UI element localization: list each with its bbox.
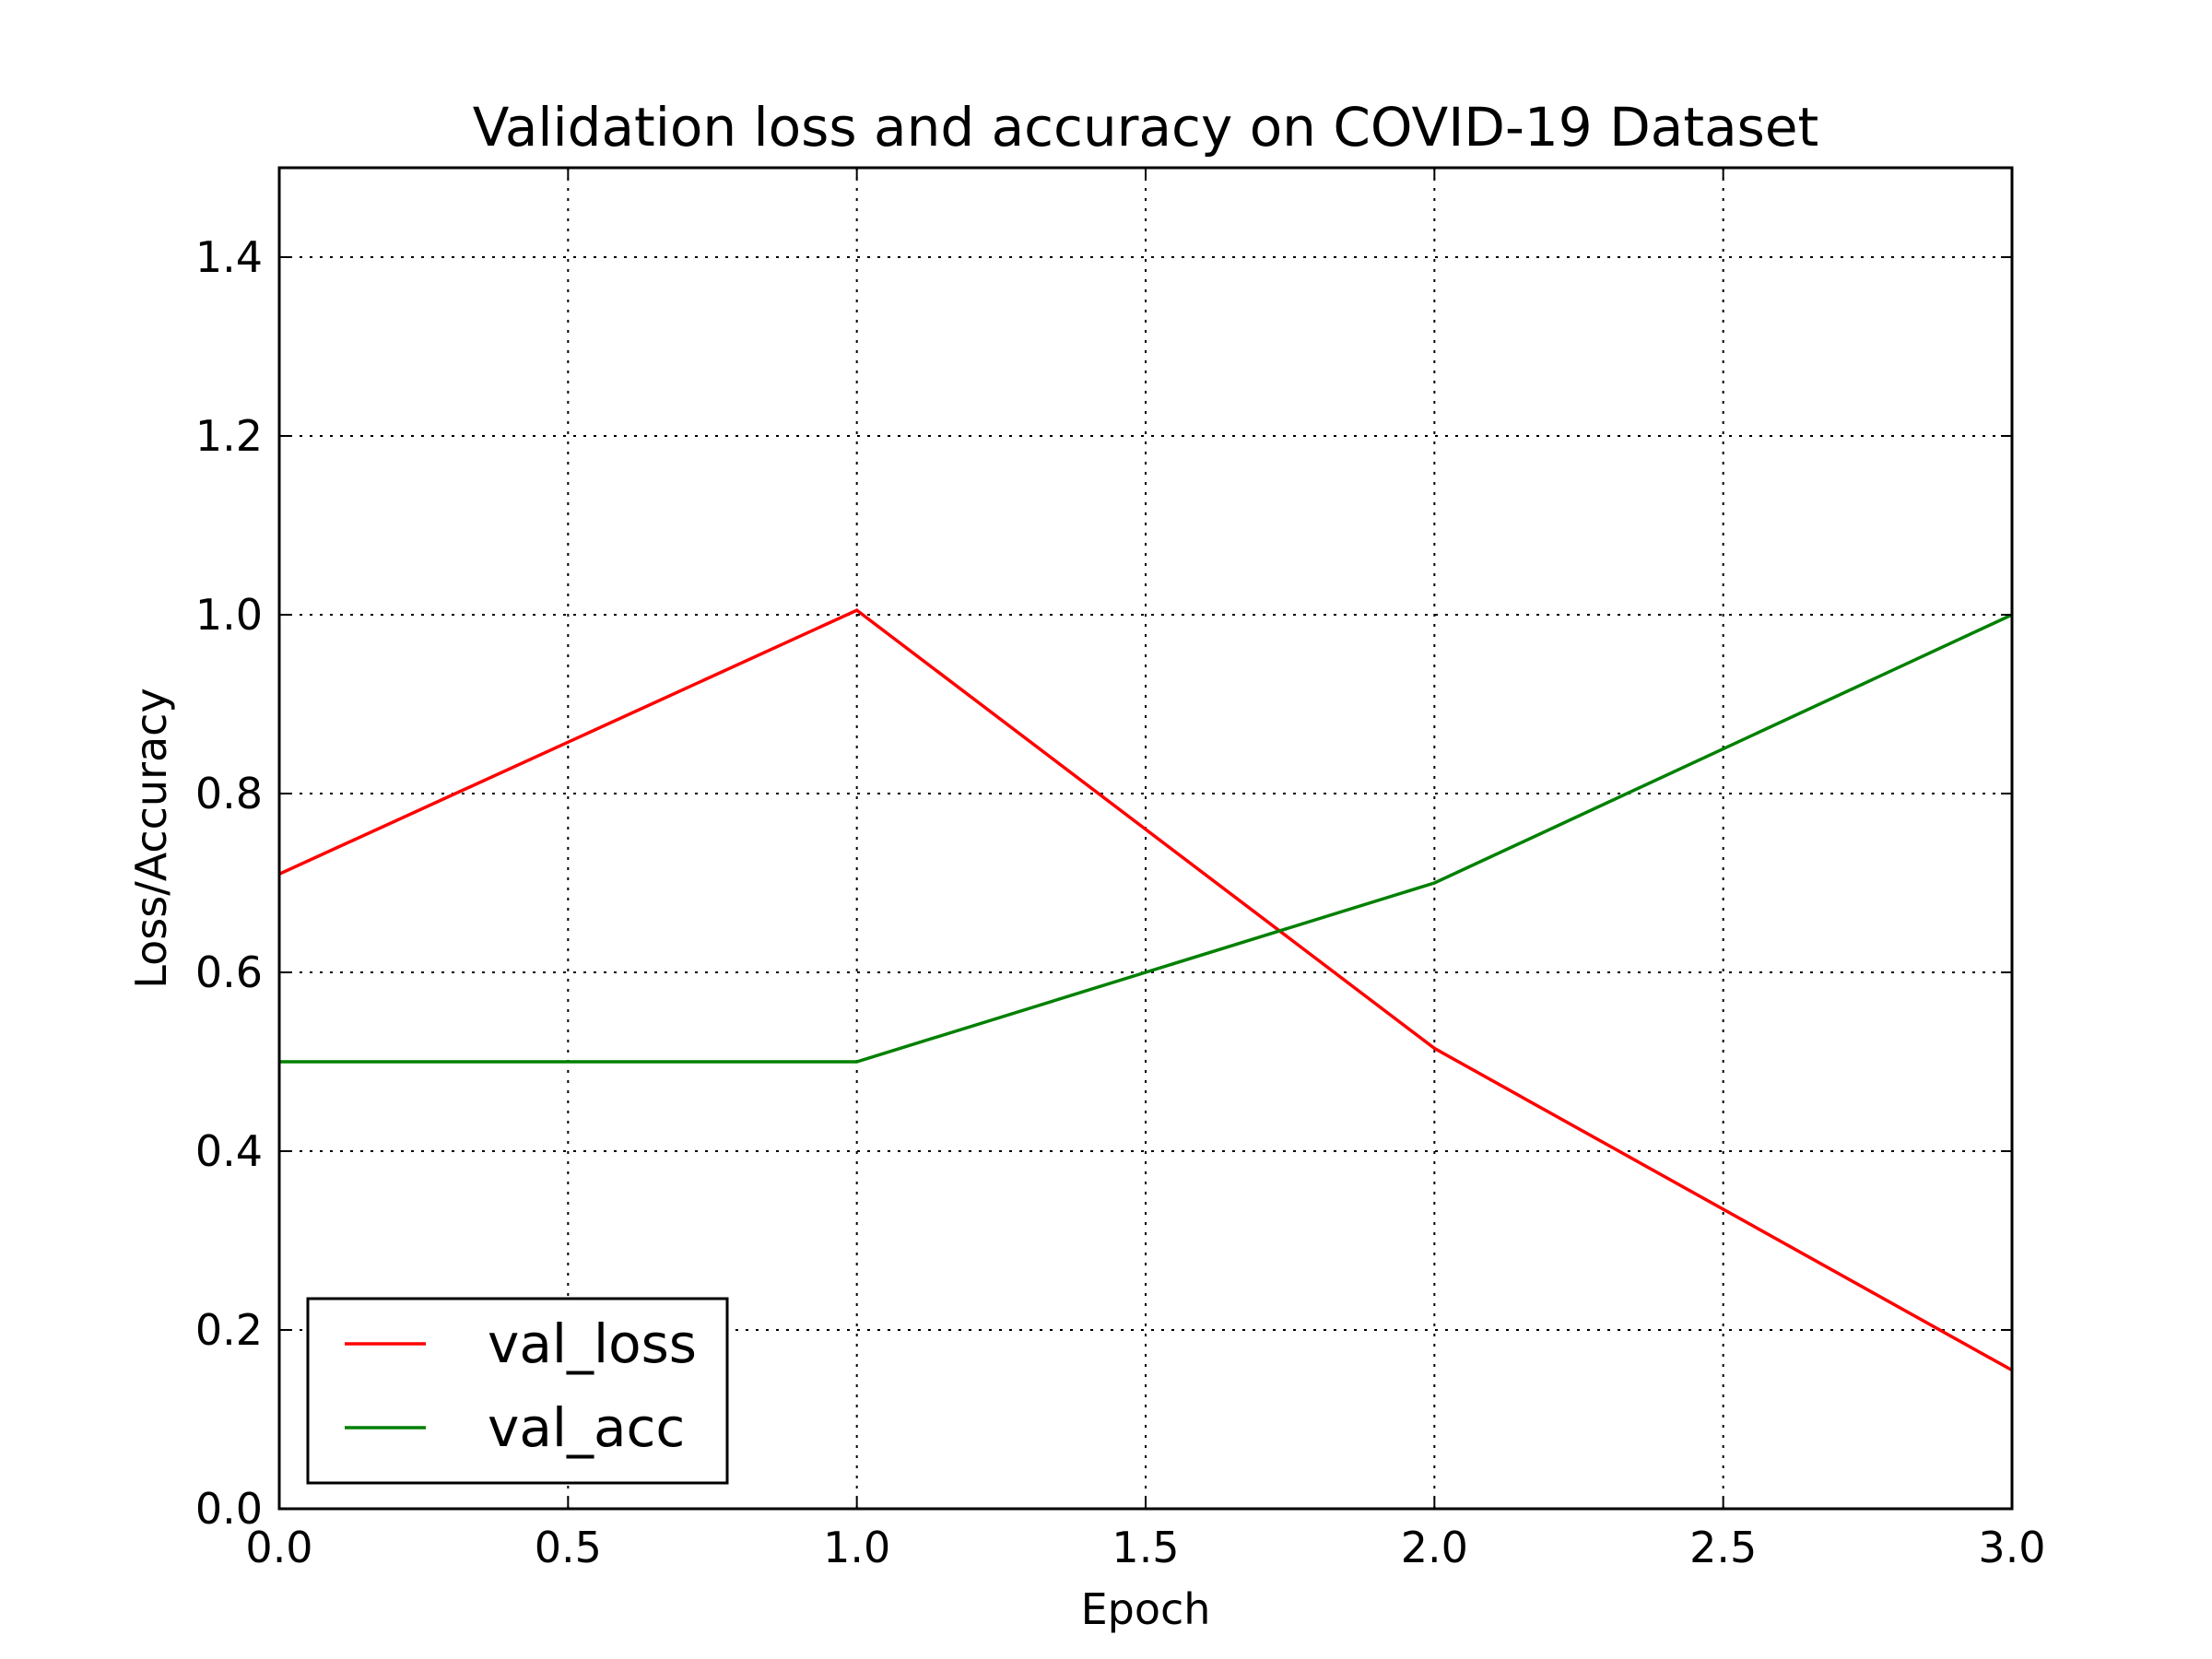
series-line-val-acc — [279, 613, 2013, 1064]
x-tick-label: 2.5 — [1689, 1523, 1757, 1572]
x-tick-label: 1.5 — [1112, 1523, 1179, 1572]
y-tick-label: 0.8 — [195, 769, 263, 818]
legend: val_loss val_acc — [306, 1297, 729, 1485]
series-layer — [278, 608, 2013, 1372]
chart-title: Validation loss and accuracy on COVID-19… — [473, 96, 1819, 159]
x-axis-label: Epoch — [1081, 1584, 1211, 1634]
x-tick-label: 2.0 — [1401, 1523, 1468, 1572]
x-tick-label: 0.0 — [245, 1523, 312, 1572]
y-tick-label: 0.6 — [195, 947, 263, 997]
ticks: 0.0 0.5 1.0 1.5 2.0 2.5 3.0 0.0 0.2 0.4 0.6 0.8 1.0 1… — [195, 168, 2046, 1572]
y-tick-label: 0.4 — [195, 1126, 263, 1176]
y-tick-label: 0.2 — [195, 1305, 263, 1355]
x-tick-label: 3.0 — [1978, 1523, 2045, 1572]
legend-box — [306, 1297, 729, 1485]
y-tick-label: 1.4 — [195, 232, 263, 282]
y-tick-label: 1.0 — [195, 590, 263, 640]
legend-label-val-acc: val_acc — [488, 1396, 685, 1459]
x-tick-label: 0.5 — [535, 1523, 602, 1572]
y-tick-label: 1.2 — [195, 411, 263, 461]
legend-label-val-loss: val_loss — [488, 1312, 697, 1375]
y-tick-label: 0.0 — [195, 1484, 263, 1534]
series-line-val-loss — [278, 608, 2013, 1372]
y-axis-label: Loss/Accuracy — [126, 688, 176, 988]
x-tick-label: 1.0 — [823, 1523, 890, 1572]
